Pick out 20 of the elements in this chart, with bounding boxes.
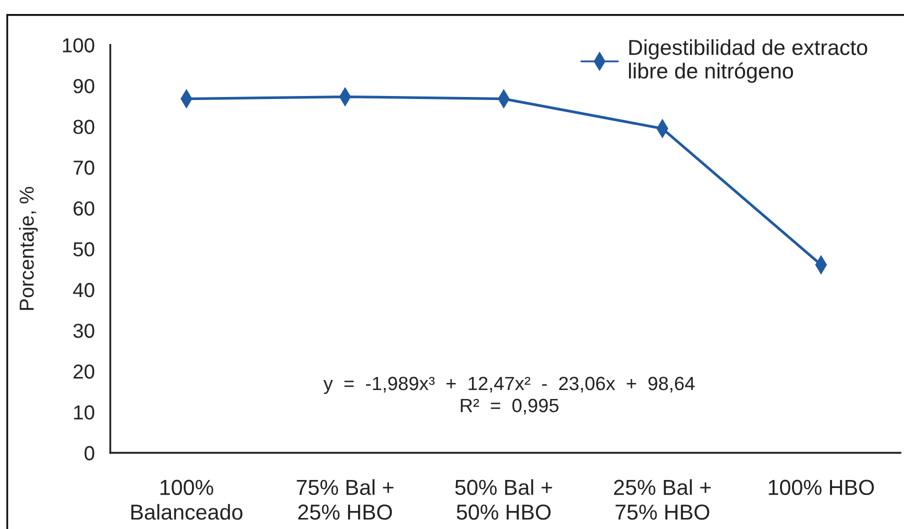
x-tick-label: 100% Balanceado <box>131 480 242 520</box>
y-tick-label: 90 <box>74 78 94 94</box>
y-tick-label: 80 <box>73 120 94 134</box>
y-tick-label: 70 <box>74 160 94 175</box>
x-tick-label: 25% Bal + 75% HBO <box>614 479 711 520</box>
x-tick-label: 50% Bal + 50% HBO <box>455 479 552 520</box>
y-tick-label: 30 <box>73 324 94 338</box>
y-tick-label: 10 <box>74 405 94 420</box>
x-tick-label: 75% Bal + 25% HBO <box>296 479 394 520</box>
y-tick-label: 0 <box>84 446 94 460</box>
annotation: y = -1,989x³ + 12,47x² - 23,06x + 98,64 <box>323 376 695 394</box>
legend-label: Digestibilidad de extracto libre de nitrógeno <box>629 39 868 83</box>
y-tick-label: 60 <box>74 201 94 216</box>
y-axis-title: Porcentaje, % <box>19 186 38 310</box>
y-tick-label: 50 <box>73 242 94 256</box>
x-tick-label: 100% HBO <box>768 480 874 496</box>
y-tick-label: 100 <box>62 38 94 52</box>
y-tick-label: 20 <box>74 364 94 379</box>
annotation: R² = 0,995 <box>460 398 558 414</box>
y-tick-label: 40 <box>73 282 94 298</box>
